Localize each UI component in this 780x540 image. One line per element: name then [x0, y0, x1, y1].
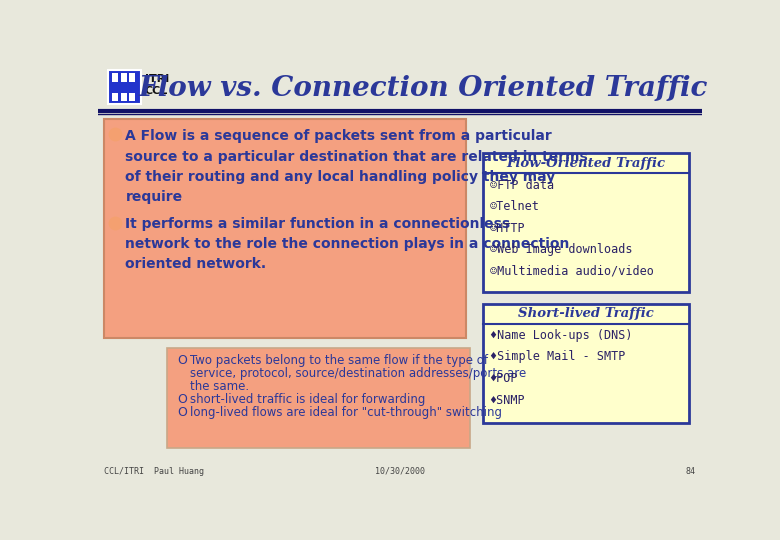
Text: ♦Name Look-ups (DNS): ♦Name Look-ups (DNS) [490, 329, 632, 342]
Bar [167, 348, 470, 448]
Text: ☺Telnet: ☺Telnet [490, 200, 540, 213]
Text: ☺Multimedia audio/video: ☺Multimedia audio/video [490, 265, 654, 278]
Bar [129, 73, 136, 83]
Text: O: O [177, 393, 187, 406]
Text: long-lived flows are ideal for "cut-through" switching: long-lived flows are ideal for "cut-thro… [190, 406, 502, 419]
Text: 10/30/2000: 10/30/2000 [374, 467, 425, 476]
Text: ☺FTP data: ☺FTP data [490, 179, 554, 192]
Bar [108, 70, 141, 104]
Text: ☺Web Image downloads: ☺Web Image downloads [490, 244, 632, 256]
Text: ♦Simple Mail - SMTP: ♦Simple Mail - SMTP [490, 350, 625, 363]
Bar [484, 303, 689, 423]
Bar [484, 153, 689, 292]
Bar [112, 92, 119, 101]
Text: A Flow is a sequence of packets sent from a particular
source to a particular de: A Flow is a sequence of packets sent fro… [126, 130, 588, 204]
Bar [121, 92, 127, 101]
Text: service, protocol, source/destination addresses/ports are: service, protocol, source/destination ad… [190, 367, 526, 380]
Bar [110, 82, 140, 92]
Text: Short-lived Traffic: Short-lived Traffic [518, 307, 654, 320]
Bar [129, 92, 136, 101]
Text: It performs a similar function in a connectionless
network to the role the conne: It performs a similar function in a conn… [126, 217, 569, 272]
Bar [121, 73, 127, 83]
Bar [112, 73, 119, 83]
Text: Two packets belong to the same flow if the type of: Two packets belong to the same flow if t… [190, 354, 488, 367]
Bar [104, 119, 466, 338]
Text: 84: 84 [686, 467, 696, 476]
Text: Flow-Oriented Traffic: Flow-Oriented Traffic [506, 157, 665, 170]
Text: short-lived traffic is ideal for forwarding: short-lived traffic is ideal for forward… [190, 393, 426, 406]
Text: Flow vs. Connection Oriented Traffic: Flow vs. Connection Oriented Traffic [138, 75, 707, 102]
Text: ITRI
CCL: ITRI CCL [145, 74, 169, 97]
Text: O: O [177, 354, 187, 367]
Text: O: O [177, 406, 187, 419]
Text: the same.: the same. [190, 380, 250, 393]
Text: ♦SNMP: ♦SNMP [490, 394, 525, 407]
Text: ☺HTTP: ☺HTTP [490, 222, 525, 235]
Text: ♦POP: ♦POP [490, 372, 518, 385]
Text: CCL/ITRI  Paul Huang: CCL/ITRI Paul Huang [104, 467, 204, 476]
